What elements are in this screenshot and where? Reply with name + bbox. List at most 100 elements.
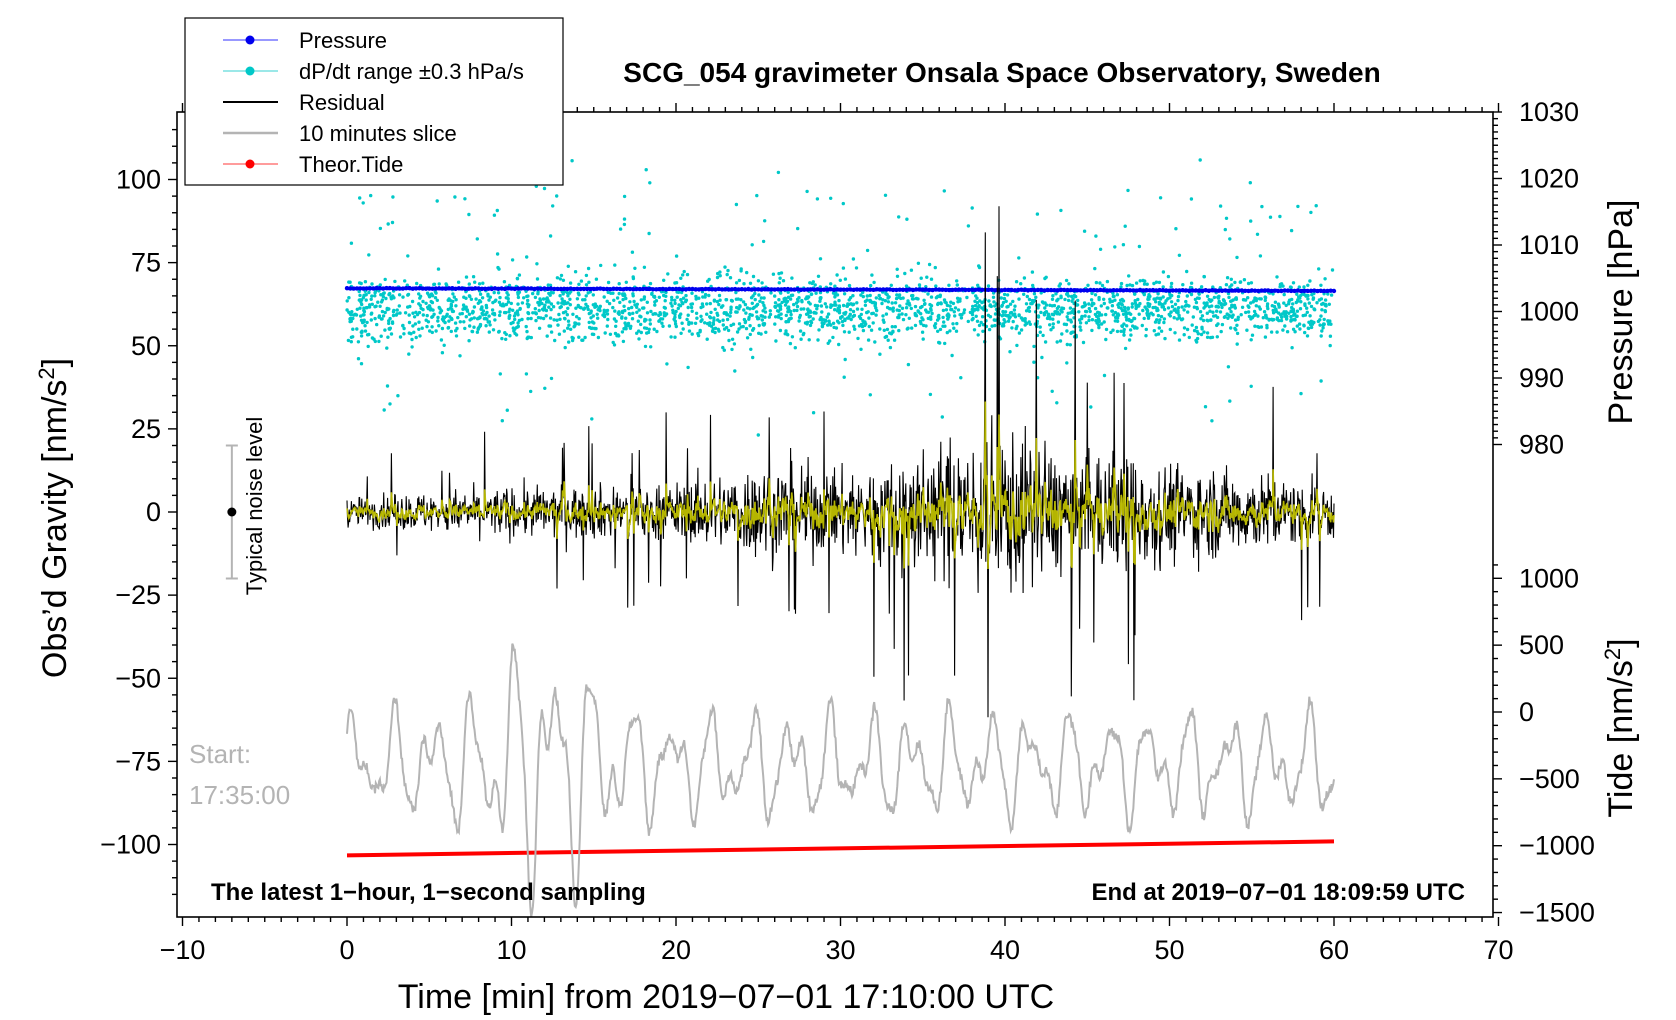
dpdt-point: [1256, 325, 1260, 329]
pressure-point: [634, 286, 639, 292]
pressure-point: [374, 285, 379, 291]
pressure-point: [775, 287, 781, 292]
dpdt-point: [1033, 298, 1037, 303]
dpdt-point: [512, 314, 517, 318]
dpdt-point: [614, 324, 618, 328]
pressure-point: [788, 287, 794, 292]
dpdt-point: [808, 302, 812, 306]
dpdt-point: [905, 217, 909, 221]
dpdt-point: [1066, 311, 1070, 315]
dpdt-point: [1264, 313, 1268, 317]
dpdt-point: [1215, 309, 1219, 313]
dpdt-point: [1230, 303, 1234, 307]
pressure-point: [1154, 288, 1159, 293]
dpdt-point: [930, 311, 934, 316]
dpdt-point: [1172, 316, 1176, 320]
pressure-point: [1091, 287, 1097, 293]
dpdt-point: [900, 312, 904, 316]
pressure-point: [1325, 288, 1330, 294]
dpdt-point: [541, 297, 546, 301]
dpdt-point: [370, 302, 374, 306]
dpdt-point: [1130, 283, 1135, 288]
pressure-point: [1009, 287, 1014, 293]
dpdt-point: [1207, 305, 1212, 309]
dpdt-point: [456, 315, 460, 320]
dpdt-point: [979, 320, 983, 325]
dpdt-point: [639, 330, 643, 335]
dpdt-point: [1097, 295, 1101, 300]
dpdt-point: [1234, 328, 1238, 332]
dpdt-point: [524, 324, 528, 329]
pressure-point: [561, 286, 567, 291]
dpdt-point: [863, 303, 868, 307]
dpdt-point: [1278, 282, 1283, 287]
dpdt-point: [647, 327, 651, 331]
dpdt-point: [1076, 298, 1080, 303]
pressure-point: [1226, 288, 1231, 293]
dpdt-point: [440, 326, 445, 331]
dpdt-point: [516, 324, 520, 328]
dpdt-point: [577, 282, 581, 286]
legend-item-pressure: Pressure: [223, 28, 387, 53]
dpdt-point: [758, 299, 762, 303]
pressure-point: [894, 287, 899, 293]
dpdt-point: [816, 338, 820, 342]
dpdt-point: [1087, 306, 1092, 311]
dpdt-point: [498, 310, 502, 314]
dpdt-point: [843, 317, 847, 321]
dpdt-point: [611, 291, 615, 295]
pressure-point: [1137, 287, 1143, 293]
dpdt-point: [855, 301, 859, 305]
dpdt-point: [472, 305, 477, 309]
dpdt-point: [537, 303, 541, 307]
dpdt-point: [1169, 310, 1173, 314]
dpdt-point: [835, 273, 839, 277]
pressure-point: [1331, 288, 1337, 294]
pressure-point: [907, 287, 912, 292]
dpdt-point: [563, 345, 567, 350]
dpdt-point: [566, 326, 570, 330]
pressure-point: [529, 286, 534, 291]
dpdt-point: [1064, 322, 1069, 327]
pressure-point: [469, 286, 475, 291]
dpdt-point: [762, 296, 766, 300]
dpdt-point: [732, 342, 737, 346]
dpdt-point: [605, 299, 609, 303]
dpdt-point: [904, 284, 909, 288]
dpdt-point: [604, 309, 608, 313]
dpdt-point: [1087, 315, 1091, 319]
dpdt-point: [358, 293, 362, 298]
dpdt-point: [797, 296, 801, 300]
dpdt-point: [690, 321, 694, 325]
dpdt-point: [1097, 311, 1102, 315]
y-axis-label-pressure: Pressure [hPa]: [1602, 200, 1640, 425]
dpdt-point: [768, 309, 772, 313]
pressure-point: [466, 286, 471, 291]
dpdt-point: [649, 309, 653, 314]
dpdt-point: [880, 301, 884, 306]
dpdt-point: [792, 308, 796, 313]
dpdt-point: [1238, 280, 1243, 284]
dpdt-point: [1074, 294, 1078, 299]
dpdt-point: [384, 296, 388, 301]
dpdt-point: [679, 298, 683, 302]
pressure-point: [1065, 287, 1070, 293]
pressure-tick-label: 980: [1519, 430, 1564, 460]
dpdt-point: [406, 293, 410, 297]
pressure-point: [1302, 288, 1307, 294]
dpdt-point: [1032, 292, 1037, 296]
dpdt-point: [1156, 313, 1161, 318]
dpdt-point: [1081, 340, 1086, 345]
dpdt-point: [1104, 337, 1108, 342]
dpdt-point: [516, 302, 520, 306]
dpdt-point: [1323, 309, 1328, 314]
dpdt-point: [1303, 302, 1307, 306]
dpdt-point: [622, 304, 626, 308]
y-tick-label: 50: [131, 331, 161, 361]
dpdt-point: [1065, 342, 1070, 347]
dpdt-point: [721, 323, 725, 327]
dpdt-point: [1199, 332, 1204, 337]
dpdt-point: [612, 343, 617, 347]
dpdt-point: [573, 270, 578, 274]
dpdt-point: [789, 312, 793, 317]
